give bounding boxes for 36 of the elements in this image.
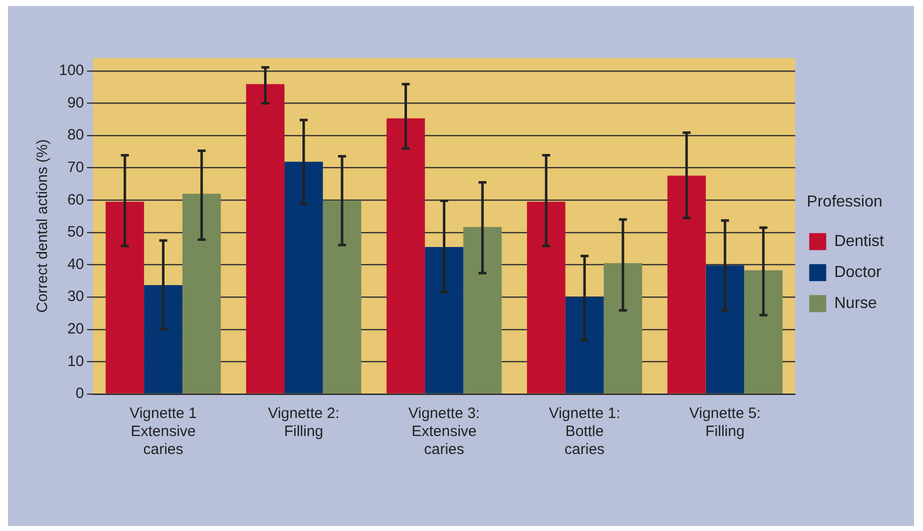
y-tick-label: 50 [67, 224, 84, 241]
bar [106, 202, 144, 394]
y-tick-label: 60 [67, 191, 84, 208]
bar [706, 265, 744, 394]
y-tick-label: 20 [67, 320, 84, 338]
legend-title: Profession [806, 193, 882, 210]
bar [667, 176, 706, 394]
bar [182, 194, 221, 394]
bar [565, 297, 604, 394]
bar [386, 118, 425, 394]
bar [526, 202, 566, 394]
y-tick-label: 100 [58, 62, 84, 80]
bar [144, 285, 182, 394]
bar [246, 84, 284, 394]
y-tick-label: 10 [67, 352, 84, 370]
y-tick-label: 0 [76, 385, 84, 402]
bar [604, 263, 642, 394]
x-tick-label: Vignette 5: Filling [689, 405, 761, 440]
legend-label: Dentist [834, 233, 885, 250]
bar [744, 270, 783, 394]
y-tick-label: 70 [67, 158, 84, 176]
y-tick-label: 40 [67, 256, 84, 273]
y-axis-title: Correct dental actions (%) [34, 139, 52, 313]
y-tick-label: 30 [67, 288, 84, 306]
y-tick-label: 80 [67, 126, 84, 144]
x-tick-label: Vignette 3: Extensive caries [408, 405, 480, 458]
bar [463, 226, 502, 394]
bar [424, 247, 464, 394]
legend-label: Doctor [834, 264, 882, 282]
x-tick-label: Vignette 2: Filling [268, 405, 340, 440]
x-tick-label: Vignette 1: Bottle caries [548, 405, 620, 458]
x-tick-label: Vignette 1 Extensive caries [130, 405, 197, 458]
bar [284, 162, 323, 394]
legend-label: Nurse [834, 295, 877, 312]
bar [322, 200, 362, 394]
y-tick-label: 90 [67, 94, 84, 112]
